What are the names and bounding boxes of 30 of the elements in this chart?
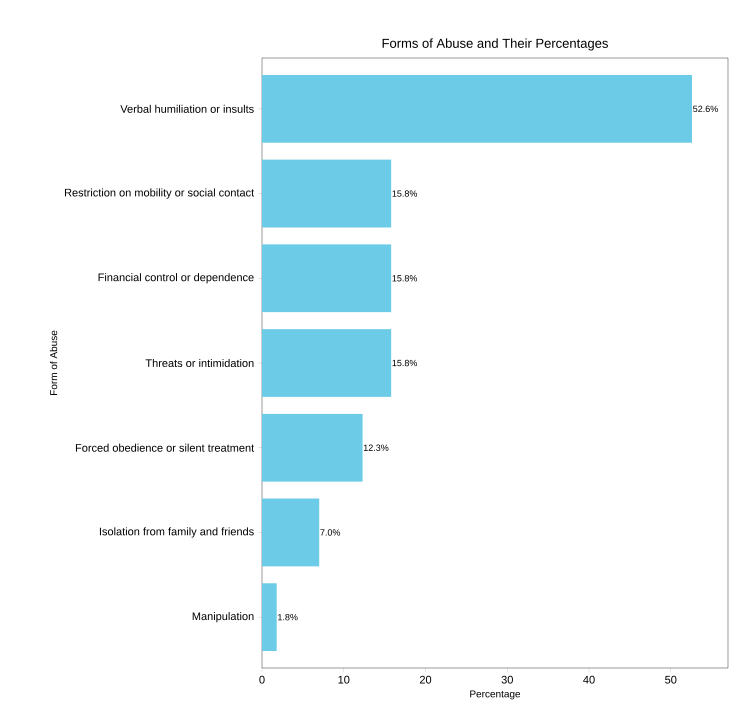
x-axis-title: Percentage — [470, 690, 520, 700]
bar — [262, 583, 277, 652]
data-label: 15.8% — [392, 275, 418, 282]
data-label: 7.0% — [320, 529, 340, 536]
bar — [262, 160, 392, 228]
data-label: 1.8% — [278, 614, 298, 620]
x-tick-label: 30 — [502, 676, 513, 684]
x-tick-label: 0 — [259, 676, 265, 684]
y-tick-label: Manipulation — [192, 612, 254, 622]
bar — [262, 329, 392, 397]
y-tick-label: Forced obedience or silent treatment — [76, 444, 254, 452]
y-axis-title: Form of Abuse — [50, 330, 58, 395]
x-tick-label: 10 — [338, 676, 350, 684]
y-tick-label: Isolation from family and friends — [100, 527, 254, 538]
x-tick-label: 40 — [583, 676, 595, 684]
bar — [262, 414, 363, 482]
data-label: 15.8% — [392, 360, 418, 366]
data-label: 12.3% — [364, 444, 388, 451]
bar — [262, 74, 692, 143]
data-label: 15.8% — [392, 190, 418, 197]
y-tick-label: Financial control or dependence — [98, 273, 254, 284]
bar — [262, 498, 320, 566]
y-tick-label: Restriction on mobility or social contact — [64, 188, 254, 199]
x-tick-label: 50 — [665, 676, 676, 684]
x-tick-label: 20 — [420, 676, 432, 684]
y-tick-label: Verbal humiliation or insults — [120, 104, 254, 113]
data-label: 52.6% — [693, 106, 718, 112]
y-tick-label: Threats or intimidation — [146, 358, 254, 368]
chart-title: Forms of Abuse and Their Percentages — [382, 38, 608, 50]
bar — [262, 244, 392, 312]
